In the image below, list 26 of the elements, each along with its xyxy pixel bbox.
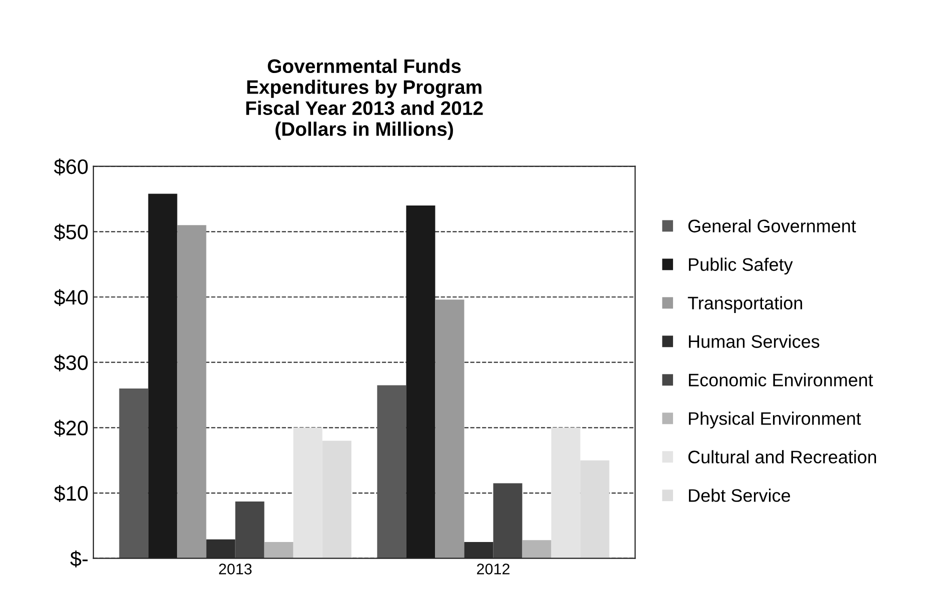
legend-label: General Government (688, 219, 856, 232)
y-tick-label: $40 (54, 289, 88, 306)
y-tick-label: $30 (54, 354, 88, 372)
legend-label: Transportation (688, 296, 802, 314)
bar (235, 502, 264, 558)
x-tick-label: 2012 (477, 564, 510, 574)
legend-label: Public Safety (688, 258, 793, 275)
bar (177, 225, 206, 558)
legend-label: Cultural and Recreation (688, 450, 876, 464)
legend-label: Physical Environment (688, 412, 861, 428)
y-tick-label: $- (70, 550, 88, 568)
legend-label: Debt Service (688, 488, 790, 502)
x-tick-label: 2013 (219, 564, 252, 574)
bar (522, 540, 552, 558)
y-tick-label: $20 (54, 420, 88, 437)
y-tick-label: $10 (54, 485, 88, 502)
y-tick-label: $50 (54, 224, 88, 241)
y-tick-label: $60 (54, 158, 88, 176)
bar (119, 388, 148, 558)
legend-label: Human Services (688, 334, 820, 348)
bar (493, 483, 522, 558)
bar (377, 385, 406, 558)
bar (264, 542, 294, 558)
bar (435, 300, 464, 558)
legend-label: Economic Environment (688, 373, 873, 386)
chart-title: Governmental Funds Expenditures by Program Fiscal Year 2013 and 2012 (Dollars in Millions) (246, 58, 483, 140)
